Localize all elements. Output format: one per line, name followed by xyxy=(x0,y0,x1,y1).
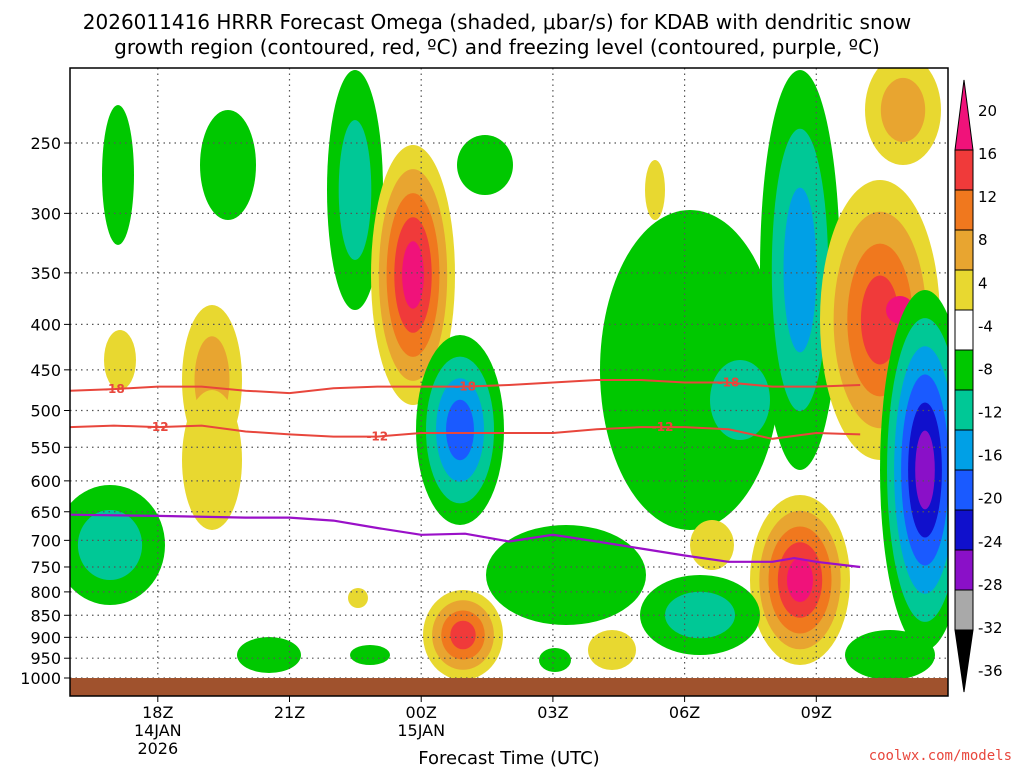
y-tick-label-1000: 1000 xyxy=(20,669,61,688)
colorbar-bin-10 xyxy=(954,509,974,551)
y-tick-label-700: 700 xyxy=(30,531,61,550)
colorbar-bin-12 xyxy=(954,589,974,631)
sinking-core-mid-level-3 xyxy=(446,399,474,461)
green-blob-bottom-level-0 xyxy=(350,645,390,665)
colorbar-label-10: -24 xyxy=(978,533,1003,551)
green-blob-near-21z-level-1 xyxy=(338,120,372,260)
colorbar-bottom-arrow xyxy=(954,629,974,693)
yellow-blob-bottom-level-0 xyxy=(588,630,636,670)
contour-label--18-1: -18 xyxy=(454,380,476,394)
colorbar-label-3: 8 xyxy=(978,231,988,249)
x-axis-title: Forecast Time (UTC) xyxy=(418,748,599,768)
contour-label--18-2: -18 xyxy=(718,375,740,389)
chart-title-line2: growth region (contoured, red, ºC) and f… xyxy=(114,35,880,59)
contour-label--12-0: -12 xyxy=(147,420,169,434)
yellow-blob-left-level-0 xyxy=(104,330,136,390)
green-blob-bottom-left-level-0 xyxy=(237,637,301,673)
y-tick-label-500: 500 xyxy=(30,402,61,421)
colorbar-label-9: -20 xyxy=(978,490,1003,508)
green-blob-bottom-right-level-0 xyxy=(845,630,935,680)
rising-core-lower-level-4 xyxy=(787,558,813,602)
y-tick-label-750: 750 xyxy=(30,558,61,577)
credit-text: coolwx.com/models xyxy=(869,748,1012,764)
colorbar-label-13: -36 xyxy=(978,662,1003,680)
x-tick-label-5-0: 21Z xyxy=(274,703,305,722)
rising-core-upper-level-4 xyxy=(402,241,424,309)
contour--12 xyxy=(70,424,861,440)
sinking-column-06z-level-2 xyxy=(783,187,817,353)
y-tick-label-450: 450 xyxy=(30,361,61,380)
x-tick-label-2-0: 18Z xyxy=(142,703,173,722)
green-blob-upper-mid-level-0 xyxy=(457,135,513,195)
contour-label--12-2: -12 xyxy=(652,420,674,434)
colorbar-bin-11 xyxy=(954,549,974,591)
colorbar-label-5: -4 xyxy=(978,317,993,335)
yellow-blob-center-right-level-0 xyxy=(645,160,665,220)
y-axis-ticks: 250 300 350 400 450 500 550 600 650 700 750 800 850 9… xyxy=(20,134,70,688)
green-blob-lower-left-level-1 xyxy=(77,510,143,580)
colorbar-bin-7 xyxy=(954,389,974,431)
green-blob-lower-right-level-1 xyxy=(665,591,735,639)
green-blob-top-center-left-level-0 xyxy=(200,110,256,220)
x-tick-label-8-1: 15JAN xyxy=(397,721,445,740)
colorbar-label-11: -28 xyxy=(978,576,1003,594)
colorbar-label-2: 12 xyxy=(978,188,997,206)
y-tick-label-800: 800 xyxy=(30,583,61,602)
colorbar-bin-9 xyxy=(954,469,974,511)
green-band-center-right-level-0 xyxy=(600,210,780,530)
colorbar-label-4: 4 xyxy=(978,274,988,292)
colorbar-label-0: 20 xyxy=(978,102,997,120)
colorbar-bin-5 xyxy=(954,309,974,351)
x-tick-label-2-2: 2026 xyxy=(137,739,178,758)
rising-core-bottom-level-3 xyxy=(450,620,476,650)
x-tick-label-2-1: 14JAN xyxy=(134,721,182,740)
contour-label--12-1: -12 xyxy=(366,430,388,444)
green-blob-lower-mid-level-0 xyxy=(486,525,646,625)
x-tick-label-8-0: 00Z xyxy=(406,703,437,722)
colorbar-label-1: 16 xyxy=(978,145,997,163)
contour--18 xyxy=(70,379,861,395)
y-tick-label-550: 550 xyxy=(30,438,61,457)
y-tick-label-950: 950 xyxy=(30,649,61,668)
chart-title-line1: 2026011416 HRRR Forecast Omega (shaded, … xyxy=(83,10,911,34)
y-tick-label-600: 600 xyxy=(30,472,61,491)
green-blob-top-left-level-0 xyxy=(102,105,134,245)
colorbar-bin-8 xyxy=(954,429,974,471)
colorbar-label-8: -16 xyxy=(978,447,1003,465)
colorbar-bin-4 xyxy=(954,269,974,311)
ground-strip xyxy=(70,678,948,696)
colorbar-label-6: -8 xyxy=(978,360,993,378)
teal-blob-06z-level-0 xyxy=(710,360,770,440)
yellow-blob-top-right-level-1 xyxy=(880,77,926,143)
y-tick-label-250: 250 xyxy=(30,134,61,153)
y-tick-label-400: 400 xyxy=(30,315,61,334)
y-tick-label-300: 300 xyxy=(30,204,61,223)
x-tick-label-17-0: 09Z xyxy=(801,703,832,722)
y-tick-label-350: 350 xyxy=(30,264,61,283)
green-blob-bottom-mid-level-0 xyxy=(539,648,571,672)
colorbar-bin-2 xyxy=(954,189,974,231)
colorbar: 20 16 12 8 4 -4 -8 -12 -16 -20 -24 -28 -32 -36 xyxy=(954,79,1003,693)
colorbar-bin-1 xyxy=(954,149,974,191)
y-tick-label-850: 850 xyxy=(30,606,61,625)
x-tick-label-14-0: 06Z xyxy=(669,703,700,722)
colorbar-top-arrow xyxy=(954,79,974,151)
contour-freezing-level xyxy=(70,513,861,569)
colorbar-bin-3 xyxy=(954,229,974,271)
sinking-core-far-right-level-5 xyxy=(915,430,935,510)
colorbar-label-7: -12 xyxy=(978,404,1003,422)
y-tick-label-900: 900 xyxy=(30,628,61,647)
contour-label--18-0: -18 xyxy=(103,382,125,396)
rising-core-right-level-3 xyxy=(860,275,900,365)
colorbar-label-12: -32 xyxy=(978,619,1003,637)
plot-frame xyxy=(69,67,949,697)
x-tick-label-11-0: 03Z xyxy=(537,703,568,722)
omega-shading xyxy=(70,68,948,680)
y-tick-label-650: 650 xyxy=(30,503,61,522)
contour-lines: -18 -18 -18 -12 -12 -12 xyxy=(70,375,861,569)
colorbar-bin-6 xyxy=(954,349,974,391)
yellow-dot-bottom-left-level-0 xyxy=(348,588,368,608)
